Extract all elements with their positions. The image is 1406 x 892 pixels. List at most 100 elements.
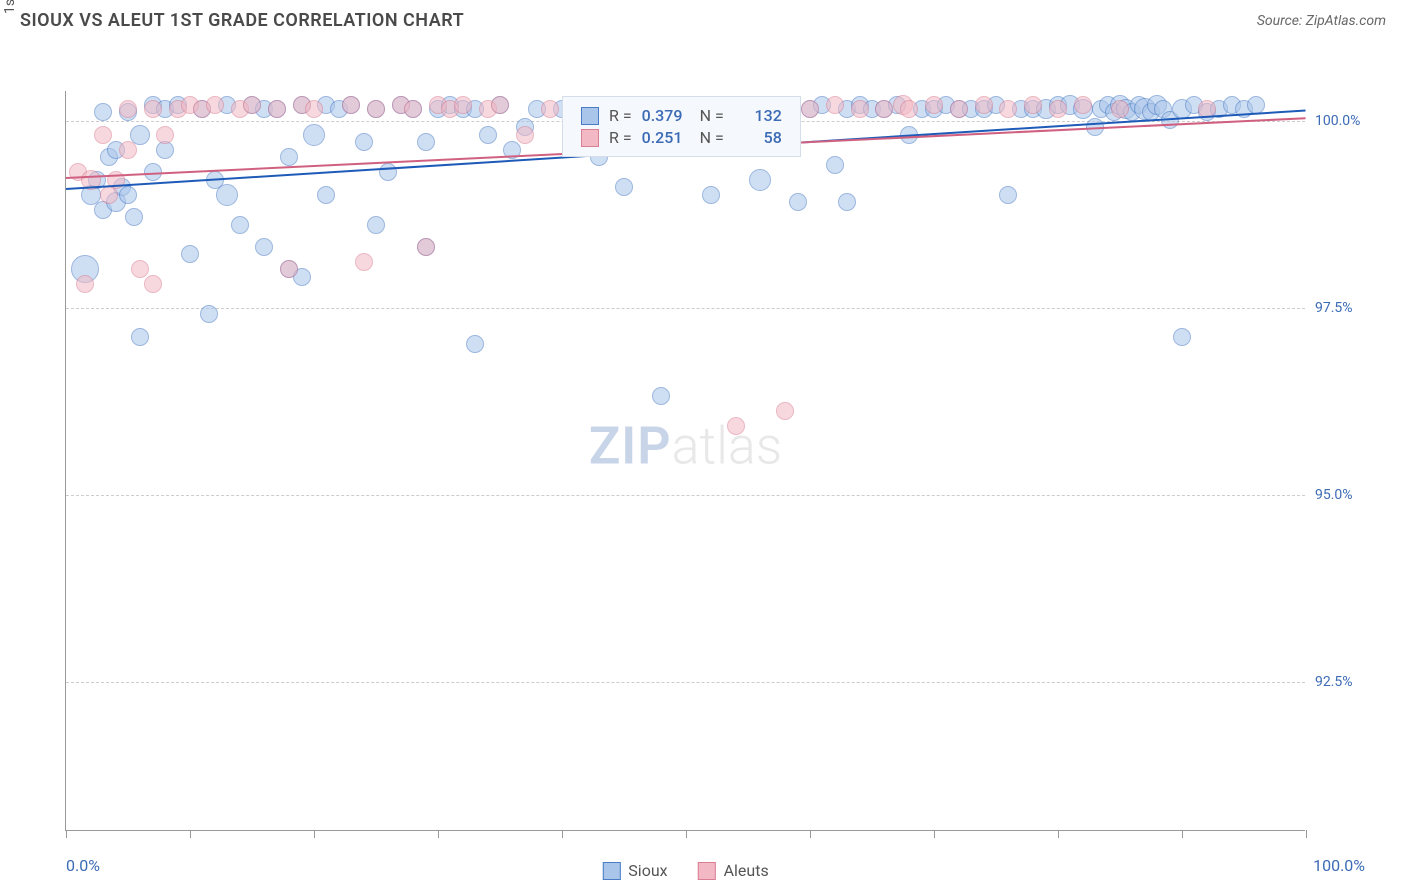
gridline	[66, 682, 1305, 683]
data-point	[76, 275, 94, 293]
data-point	[342, 96, 360, 114]
y-tick-label: 100.0%	[1315, 113, 1375, 129]
gridline	[66, 495, 1305, 496]
data-point	[94, 103, 112, 121]
data-point	[466, 335, 484, 353]
data-point	[404, 100, 422, 118]
data-point	[950, 100, 968, 118]
data-point	[417, 238, 435, 256]
data-point	[119, 100, 137, 118]
x-tick	[686, 830, 687, 838]
legend-swatch	[602, 862, 620, 880]
y-tick-label: 95.0%	[1315, 487, 1375, 503]
x-tick	[66, 830, 67, 838]
data-point	[727, 417, 745, 435]
data-point	[975, 96, 993, 114]
data-point	[119, 186, 137, 204]
legend-item: Sioux	[602, 861, 667, 880]
data-point	[1173, 328, 1191, 346]
data-point	[231, 216, 249, 234]
n-label: N =	[700, 106, 724, 125]
data-point	[367, 100, 385, 118]
y-axis-label: 1st Grade	[2, 0, 18, 14]
data-point	[94, 126, 112, 144]
r-label: R =	[609, 128, 632, 147]
data-point	[479, 126, 497, 144]
data-point	[851, 100, 869, 118]
legend-row: R =0.251N =58	[581, 128, 782, 147]
data-point	[144, 275, 162, 293]
data-point	[454, 96, 472, 114]
data-point	[131, 260, 149, 278]
data-point	[305, 100, 323, 118]
data-point	[379, 163, 397, 181]
legend-item: Aleuts	[698, 861, 769, 880]
legend-row: R = 0.379 N = 132	[581, 106, 782, 125]
data-point	[826, 156, 844, 174]
data-point	[119, 141, 137, 159]
data-point	[280, 148, 298, 166]
data-point	[417, 133, 435, 151]
data-point	[317, 186, 335, 204]
x-tick	[810, 830, 811, 838]
data-point	[702, 186, 720, 204]
data-point	[280, 260, 298, 278]
y-tick-label: 92.5%	[1315, 674, 1375, 690]
source-attribution: Source: ZipAtlas.com	[1257, 13, 1386, 29]
data-point	[749, 169, 771, 191]
n-value: 132	[734, 106, 782, 125]
data-point	[200, 305, 218, 323]
data-point	[776, 402, 794, 420]
data-point	[1024, 96, 1042, 114]
x-label-max: 100.0%	[1313, 856, 1365, 875]
data-point	[206, 96, 224, 114]
data-point	[1111, 100, 1129, 118]
data-point	[900, 100, 918, 118]
data-point	[268, 100, 286, 118]
data-point	[131, 328, 149, 346]
chart-title: SIOUX VS ALEUT 1ST GRADE CORRELATION CHA…	[20, 10, 464, 31]
data-point	[1074, 96, 1092, 114]
data-point	[255, 238, 273, 256]
data-point	[181, 245, 199, 263]
data-point	[652, 387, 670, 405]
legend-swatch	[581, 129, 599, 147]
data-point	[925, 96, 943, 114]
data-point	[125, 208, 143, 226]
data-point	[491, 96, 509, 114]
legend-swatch	[581, 107, 599, 125]
data-point	[243, 96, 261, 114]
x-tick	[1182, 830, 1183, 838]
data-point	[999, 186, 1017, 204]
legend-swatch	[698, 862, 716, 880]
x-tick	[438, 830, 439, 838]
data-point	[789, 193, 807, 211]
data-point	[1049, 100, 1067, 118]
correlation-legend: R = 0.379 N = 132 R =0.251N =58	[562, 96, 801, 157]
data-point	[144, 100, 162, 118]
data-point	[216, 184, 238, 206]
data-point	[999, 100, 1017, 118]
x-tick	[1058, 830, 1059, 838]
gridline	[66, 308, 1305, 309]
data-point	[838, 193, 856, 211]
r-value: 0.379	[642, 106, 690, 125]
data-point	[875, 100, 893, 118]
data-point	[541, 100, 559, 118]
plot-area: ZIPatlas 100.0%97.5%95.0%92.5%0.0%100.0%…	[65, 91, 1305, 831]
legend-label: Aleuts	[724, 861, 769, 880]
n-label: N =	[700, 128, 724, 147]
data-point	[303, 124, 325, 146]
data-point	[367, 216, 385, 234]
data-point	[355, 253, 373, 271]
y-tick-label: 97.5%	[1315, 300, 1375, 316]
x-tick	[190, 830, 191, 838]
data-point	[516, 126, 534, 144]
watermark: ZIPatlas	[589, 415, 782, 476]
x-tick	[562, 830, 563, 838]
r-label: R =	[609, 106, 632, 125]
x-label-min: 0.0%	[66, 856, 100, 875]
legend-label: Sioux	[628, 861, 667, 880]
data-point	[615, 178, 633, 196]
data-point	[156, 126, 174, 144]
